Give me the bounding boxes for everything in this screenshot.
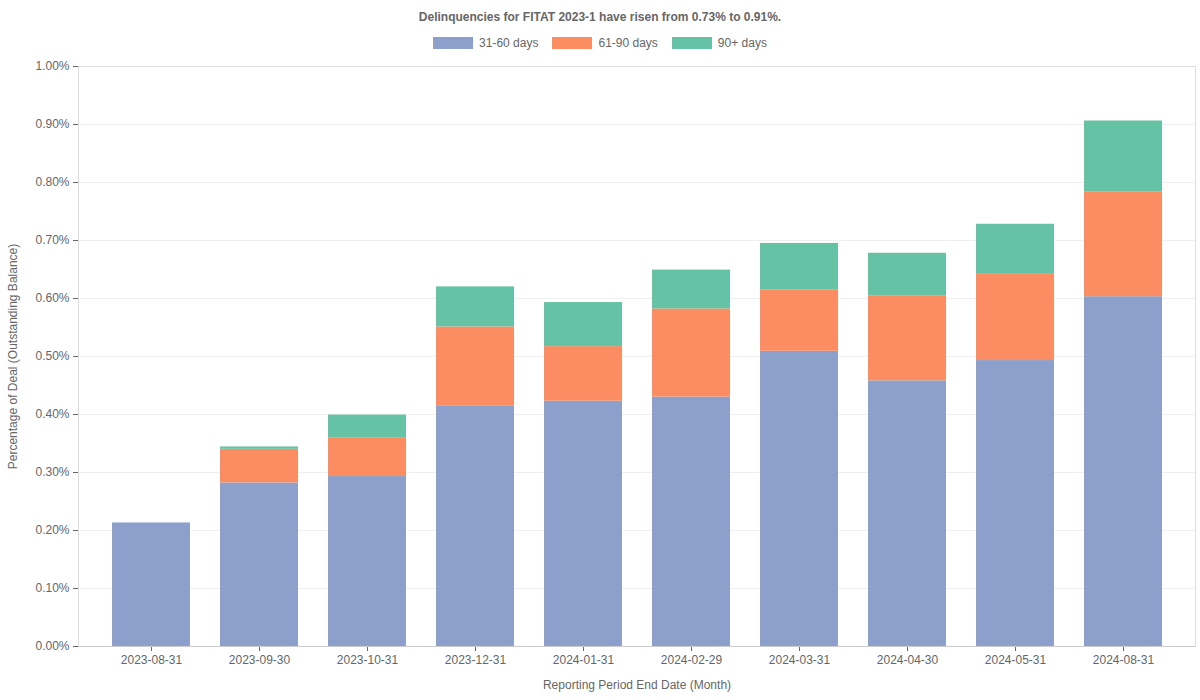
html-text:90+ days: 90+ days (717, 36, 767, 50)
svg-text:0.90%: 0.90% (35, 117, 69, 131)
svg-text:0.30%: 0.30% (35, 465, 69, 479)
svg-text:2023-12-31: 2023-12-31 (445, 653, 507, 667)
svg-text:2024-08-31: 2024-08-31 (1093, 653, 1155, 667)
svg-text:0.40%: 0.40% (35, 407, 69, 421)
svg-text:0.50%: 0.50% (35, 349, 69, 363)
svg-text:2023-10-31: 2023-10-31 (337, 653, 399, 667)
svg-text:2024-04-30: 2024-04-30 (877, 653, 939, 667)
svg-text:0.70%: 0.70% (35, 233, 69, 247)
svg-text:0.80%: 0.80% (35, 175, 69, 189)
svg-text:Percentage of Deal (Outstandin: Percentage of Deal (Outstanding Balance) (6, 244, 20, 469)
html-text:61-90 days: 61-90 days (598, 36, 658, 50)
svg-text:0.20%: 0.20% (35, 523, 69, 537)
svg-text:1.00%: 1.00% (35, 59, 69, 73)
svg-text:2024-01-31: 2024-01-31 (553, 653, 615, 667)
svg-text:Reporting Period End Date (Mon: Reporting Period End Date (Month) (543, 678, 731, 692)
html-text:Delinquencies for FITAT 2023-1: Delinquencies for FITAT 2023-1 have rise… (418, 10, 782, 24)
svg-text:0.10%: 0.10% (35, 581, 69, 595)
svg-text:2023-08-31: 2023-08-31 (121, 653, 183, 667)
svg-text:0.00%: 0.00% (35, 639, 69, 653)
svg-text:0.60%: 0.60% (35, 291, 69, 305)
svg-text:2024-05-31: 2024-05-31 (985, 653, 1047, 667)
svg-text:2024-02-29: 2024-02-29 (661, 653, 723, 667)
svg-text:2023-09-30: 2023-09-30 (229, 653, 291, 667)
svg-text:2024-03-31: 2024-03-31 (769, 653, 831, 667)
html-text:31-60 days: 31-60 days (479, 36, 539, 50)
